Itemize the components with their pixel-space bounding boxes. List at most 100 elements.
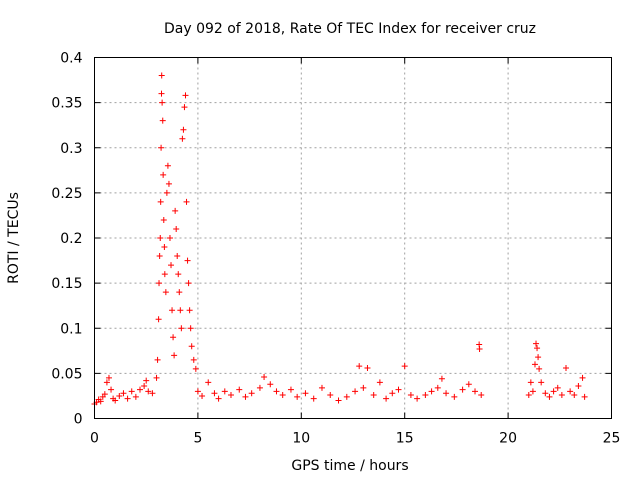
data-point <box>571 392 578 399</box>
data-point <box>227 392 234 399</box>
data-point <box>575 383 582 390</box>
data-point <box>525 392 532 399</box>
data-point <box>478 392 485 399</box>
data-point <box>428 388 435 395</box>
data-point <box>161 271 168 278</box>
data-point <box>157 235 164 241</box>
data-point <box>158 144 165 151</box>
x-tick-label: 15 <box>396 431 414 447</box>
data-point <box>567 388 574 395</box>
x-tick-label: 20 <box>499 431 517 447</box>
data-point <box>310 395 317 402</box>
data-point <box>185 280 192 287</box>
data-point <box>211 390 218 397</box>
y-tick-label: 0.05 <box>51 366 82 382</box>
x-tick-label: 25 <box>603 431 621 447</box>
data-point <box>175 271 182 278</box>
data-point <box>168 262 175 269</box>
data-point <box>546 393 553 400</box>
data-point <box>145 388 152 395</box>
y-tick-label: 0.2 <box>60 231 82 247</box>
data-point <box>161 244 168 251</box>
data-point <box>108 386 115 393</box>
y-tick-label: 0 <box>74 412 83 428</box>
grid-lines <box>94 57 612 419</box>
data-point <box>536 365 543 372</box>
data-point <box>273 388 280 395</box>
data-point <box>174 253 181 260</box>
data-point <box>364 364 371 371</box>
data-point <box>178 325 185 332</box>
data-point <box>531 361 538 368</box>
data-point <box>327 392 334 399</box>
data-point <box>538 379 545 386</box>
y-tick-label: 0.25 <box>51 186 82 202</box>
data-point <box>534 345 541 352</box>
data-point <box>141 383 148 390</box>
y-tick-label: 0.3 <box>60 141 82 157</box>
data-point <box>101 391 108 398</box>
data-point <box>370 392 377 399</box>
data-point <box>190 356 197 363</box>
data-point <box>97 398 104 405</box>
data-point <box>236 386 243 393</box>
data-point <box>205 379 212 386</box>
data-point <box>183 198 190 205</box>
data-point <box>554 384 561 391</box>
data-point <box>465 381 472 388</box>
data-point <box>176 289 183 296</box>
data-point <box>136 386 143 393</box>
data-point <box>407 392 414 399</box>
data-point <box>169 307 176 314</box>
data-point <box>529 388 536 395</box>
x-axis-label: GPS time / hours <box>291 458 408 474</box>
data-point <box>395 386 402 393</box>
data-point <box>165 180 172 187</box>
data-point <box>256 384 263 391</box>
data-point <box>199 392 206 399</box>
data-point <box>186 307 193 314</box>
y-tick-label: 0.35 <box>51 96 82 112</box>
data-point <box>177 307 184 314</box>
data-point <box>476 346 483 353</box>
data-point <box>279 392 286 399</box>
data-point <box>434 384 441 391</box>
data-point <box>128 388 135 395</box>
data-point <box>352 388 359 395</box>
data-point <box>389 390 396 397</box>
data-point <box>184 257 191 264</box>
data-point <box>443 390 450 397</box>
data-point <box>579 374 586 381</box>
x-tick-label: 10 <box>292 431 310 447</box>
data-point <box>157 198 164 205</box>
data-point <box>159 117 166 124</box>
data-point <box>383 395 390 402</box>
data-point <box>160 171 167 178</box>
data-point <box>451 393 458 400</box>
data-point <box>160 216 167 223</box>
data-point <box>192 365 199 372</box>
y-tick-label: 0.1 <box>60 321 82 337</box>
data-point <box>221 388 228 395</box>
data-point <box>401 363 408 370</box>
data-point <box>294 393 301 400</box>
data-point <box>158 90 165 97</box>
data-point <box>112 397 119 404</box>
y-tick-label: 0.4 <box>60 51 82 67</box>
data-point <box>154 356 161 363</box>
axis-ticks: 0 5 10 15 20 25 0 0.05 0.1 0.15 0.2 0.25 0.3 0.35 0.4 <box>51 51 620 447</box>
data-point <box>422 392 429 399</box>
data-point <box>153 374 160 381</box>
data-point <box>188 343 195 350</box>
data-point <box>215 395 222 402</box>
data-point <box>116 392 123 399</box>
data-point <box>414 395 421 402</box>
data-point <box>542 390 549 397</box>
data-point <box>558 392 565 399</box>
x-tick-label: 0 <box>90 431 99 447</box>
data-point <box>459 386 466 393</box>
data-point <box>187 325 194 332</box>
data-point <box>162 289 169 296</box>
data-point <box>335 397 342 404</box>
